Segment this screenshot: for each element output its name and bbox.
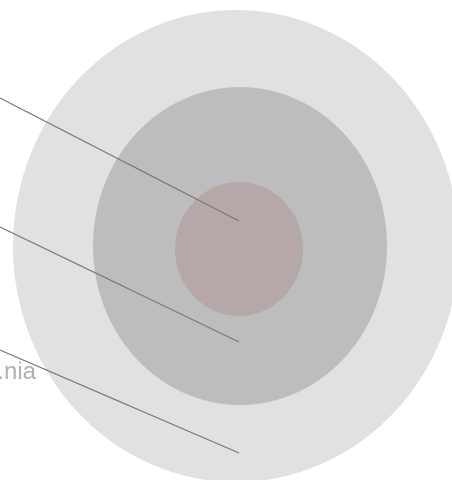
partial-label-text: nia.: [0, 358, 36, 385]
leader-line-outer: [0, 349, 240, 454]
inner-core: [175, 182, 303, 316]
leader-line-middle: [0, 226, 240, 343]
leader-line-core: [0, 97, 240, 222]
